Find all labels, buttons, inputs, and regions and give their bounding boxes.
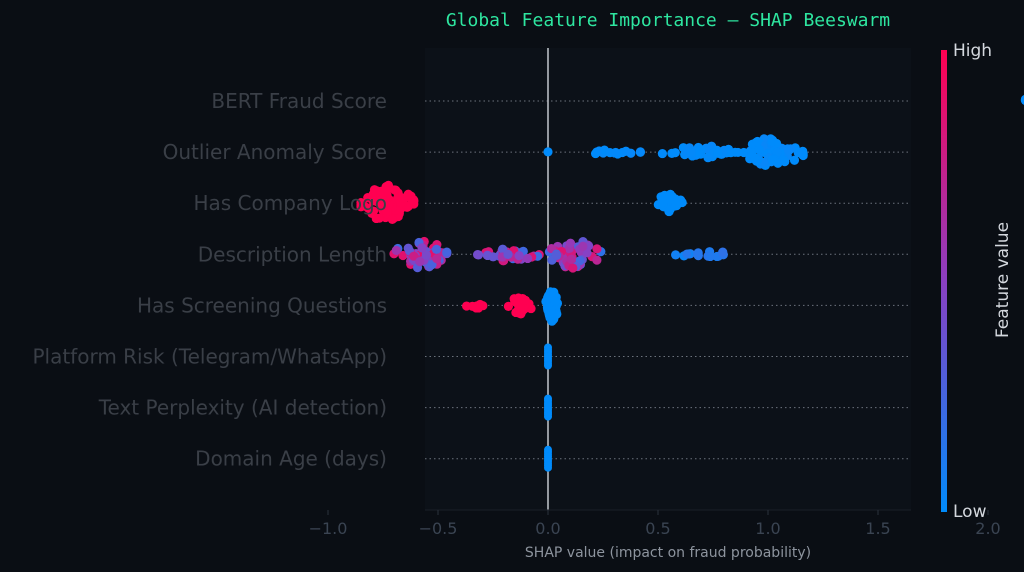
shap-point — [565, 238, 576, 248]
shap-point — [592, 244, 602, 254]
feature-label: Platform Risk (Telegram/WhatsApp) — [32, 345, 387, 369]
shap-point — [409, 251, 419, 261]
shap-point — [473, 249, 483, 260]
shap-point — [503, 301, 513, 311]
shap-point — [718, 247, 728, 257]
shap-point — [548, 290, 559, 300]
shap-point — [371, 213, 381, 224]
shap-point — [703, 152, 713, 162]
shap-point — [544, 412, 552, 421]
shap-point — [523, 253, 533, 264]
shap-point — [514, 251, 524, 261]
shap-point — [739, 147, 749, 158]
shap-point — [693, 148, 704, 158]
shap-point — [421, 250, 432, 260]
feature-label: Has Company Logo — [193, 191, 387, 215]
shap-point — [356, 200, 366, 211]
shap-point — [752, 137, 762, 147]
feature-label: Description Length — [198, 242, 387, 266]
shap-point — [478, 301, 488, 311]
shap-point — [379, 187, 389, 197]
shap-point — [590, 148, 601, 159]
shap-point — [1020, 94, 1024, 104]
x-tick-label: −0.5 — [419, 519, 458, 538]
x-tick-label: 2.0 — [975, 519, 1000, 538]
x-axis-label: SHAP value (impact on fraud probability) — [525, 545, 811, 561]
feature-label: Outlier Anomaly Score — [163, 140, 387, 164]
shap-point — [693, 250, 703, 261]
shap-point — [513, 296, 523, 306]
x-tick-label: 1.0 — [755, 519, 780, 538]
shap-point — [403, 189, 413, 199]
colorbar-low-label: Low — [953, 502, 987, 522]
shap-point — [387, 214, 397, 225]
colorbar-title: Feature value — [993, 222, 1013, 338]
shap-point — [566, 254, 577, 264]
x-axis-ticks: −1.0−0.50.00.51.01.52.02.53.0 — [309, 510, 1001, 538]
shap-point — [626, 148, 636, 158]
shap-point — [382, 206, 392, 217]
shap-point — [391, 245, 401, 256]
chart-title: Global Feature Importance — SHAP Beeswar… — [446, 10, 890, 31]
shap-point — [682, 249, 692, 259]
shap-point — [544, 361, 552, 370]
feature-labels: BERT Fraud Score Outlier Anomaly Score Has… — [32, 89, 387, 471]
shap-point — [431, 244, 442, 254]
shap-point — [382, 194, 392, 204]
colorbar-high-label: High — [953, 41, 992, 61]
shap-point — [432, 254, 442, 264]
shap-point — [767, 136, 777, 147]
shap-point — [592, 255, 602, 265]
shap-point — [686, 147, 696, 158]
shap-point — [363, 193, 373, 203]
shap-point — [749, 152, 760, 162]
shap-point — [671, 250, 681, 260]
shap-point — [408, 195, 418, 206]
shap-point — [511, 307, 521, 318]
shap-point — [417, 243, 427, 253]
x-tick-label: −1.0 — [309, 519, 348, 538]
shap-point — [670, 148, 680, 158]
shap-point — [520, 295, 531, 305]
shap-point — [671, 199, 681, 209]
plot-area — [425, 48, 911, 510]
shap-point — [442, 247, 452, 257]
shap-point — [635, 147, 646, 157]
shap-point — [544, 463, 552, 472]
shap-point — [754, 144, 764, 154]
feature-label: Domain Age (days) — [195, 447, 387, 471]
shap-point — [664, 206, 674, 217]
shap-point — [568, 263, 578, 273]
shap-point — [503, 249, 513, 259]
feature-label: Has Screening Questions — [137, 293, 387, 317]
shap-point — [713, 148, 723, 158]
x-tick-label: 1.5 — [865, 519, 890, 538]
shap-point — [398, 250, 408, 261]
x-tick-label: 0.5 — [645, 519, 670, 538]
colorbar — [941, 50, 947, 512]
shap-point — [488, 252, 498, 262]
shap-point — [658, 197, 668, 207]
shap-points — [356, 94, 1024, 472]
shap-point — [705, 251, 715, 262]
shap-point — [789, 155, 800, 165]
shap-point — [551, 250, 562, 260]
x-tick-label: 0.0 — [535, 519, 560, 538]
shap-point — [657, 148, 668, 159]
feature-label: BERT Fraud Score — [211, 89, 387, 113]
shap-point — [543, 147, 553, 157]
shap-point — [773, 158, 783, 168]
shap-point — [415, 257, 425, 267]
shap-point — [546, 306, 556, 316]
shap-point — [578, 241, 588, 251]
feature-label: Text Perplexity (AI detection) — [98, 396, 387, 420]
shap-point — [784, 146, 794, 156]
shap-point — [611, 147, 621, 158]
